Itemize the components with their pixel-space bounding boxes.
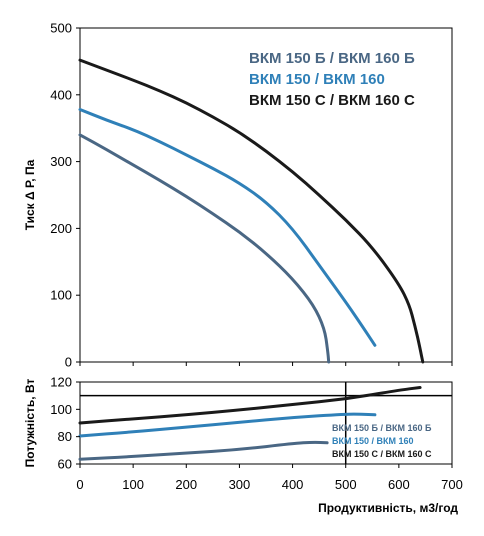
bot-y-tick-label: 60 xyxy=(58,457,72,472)
top-y-tick-label: 300 xyxy=(50,154,72,169)
bot-series-line-1 xyxy=(78,440,329,461)
x-tick-label: 500 xyxy=(335,477,357,492)
power-legend: ВКМ 150 Б / ВКМ 160 Б ВКМ 150 / ВКМ 160 ВК… xyxy=(332,423,432,459)
top-plot-frame xyxy=(79,27,453,363)
top-y-tick-label: 200 xyxy=(50,221,72,236)
bot-legend-entry-1: ВКМ 150 Б / ВКМ 160 Б xyxy=(332,423,432,433)
bot-legend-entry-3: ВКМ 150 С / ВКМ 160 С xyxy=(332,449,432,459)
pressure-axis-label: Тиск Δ Р, Па xyxy=(23,159,37,230)
x-tick-label: 100 xyxy=(122,477,144,492)
top-y-tick-label: 500 xyxy=(50,21,72,36)
x-tick-label: 700 xyxy=(441,477,463,492)
top-legend-entry-1: ВКМ 150 Б / ВКМ 160 Б xyxy=(249,50,415,67)
bot-legend-entry-2: ВКМ 150 / ВКМ 160 xyxy=(332,436,414,446)
bot-y-tick-label: 120 xyxy=(50,375,72,390)
top-series-line-1 xyxy=(78,133,331,364)
pressure-legend: ВКМ 150 Б / ВКМ 160 Б ВКМ 150 / ВКМ 160 ВК… xyxy=(249,50,415,109)
x-tick-label: 200 xyxy=(175,477,197,492)
bot-y-tick-label: 100 xyxy=(50,402,72,417)
top-y-tick-label: 0 xyxy=(65,355,72,370)
top-series-line-3 xyxy=(78,58,425,364)
top-y-tick-label: 100 xyxy=(50,288,72,303)
top-legend-entry-3: ВКМ 150 С / ВКМ 160 С xyxy=(249,92,415,109)
x-tick-label: 600 xyxy=(388,477,410,492)
top-legend-entry-2: ВКМ 150 / ВКМ 160 xyxy=(249,71,385,88)
power-plot: 60 80 100 120 0 100 200 300 400 500 600 700 ВКМ 150… xyxy=(23,375,463,493)
x-tick-label: 400 xyxy=(282,477,304,492)
x-tick-label: 300 xyxy=(229,477,251,492)
x-tick-label: 0 xyxy=(76,477,83,492)
bot-y-tick-label: 80 xyxy=(58,429,72,444)
bot-series-line-3 xyxy=(78,386,422,425)
top-series-line-2 xyxy=(78,108,377,347)
top-y-tick-label: 400 xyxy=(50,87,72,102)
power-axis-label: Потужність, Вт xyxy=(23,379,37,468)
x-axis-label: Продуктивність, м3/год xyxy=(318,501,458,515)
bot-series-line-2 xyxy=(78,412,377,438)
